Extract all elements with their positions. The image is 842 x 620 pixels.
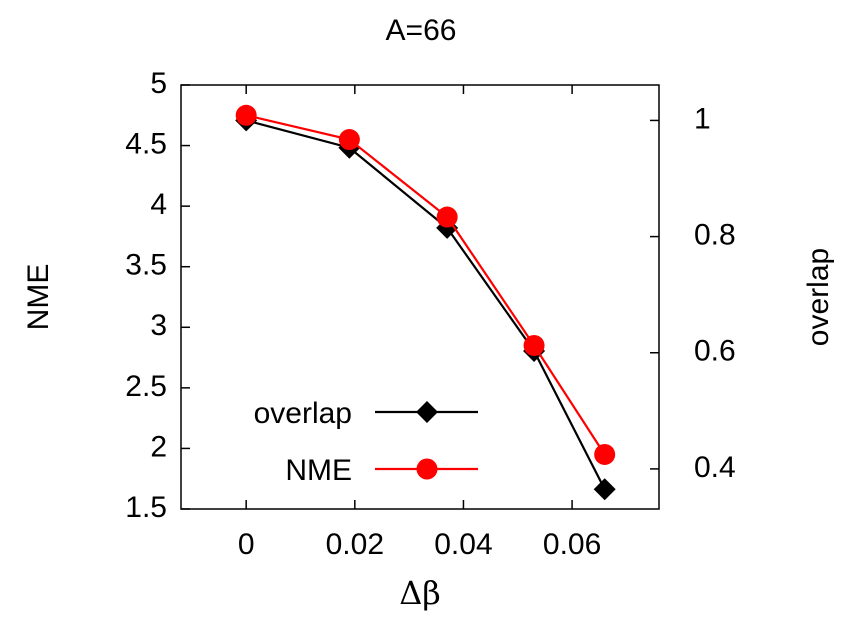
- y-axis: 1.5 2 2.5 3 3.5 4 4.5 5: [125, 67, 190, 524]
- y2-tick-label: 1: [694, 102, 711, 135]
- x-tick-label: 0.02: [326, 528, 384, 561]
- data-point-overlap: [593, 478, 616, 501]
- x-axis-title: Δβ: [399, 574, 441, 612]
- plot-frame: [180, 84, 660, 510]
- y-tick-label: 5: [150, 67, 167, 100]
- y-tick-label: 3: [150, 309, 167, 342]
- x-tick-label: 0.06: [543, 528, 601, 561]
- series-layer: [235, 104, 616, 501]
- y2-axis: 0.4 0.6 0.8 1: [650, 102, 736, 484]
- x-tick-label: 0.04: [434, 528, 492, 561]
- y2-tick-label: 0.4: [694, 451, 736, 484]
- y-tick-label: 2.5: [125, 370, 167, 403]
- y-tick-label: 2: [150, 430, 167, 463]
- legend-label-overlap: overlap: [254, 397, 352, 430]
- x-tick-label: 0: [238, 528, 255, 561]
- data-point-nme: [436, 206, 458, 228]
- legend-marker-nme: [416, 458, 438, 480]
- y-tick-label: 3.5: [125, 249, 167, 282]
- data-point-nme: [338, 129, 360, 151]
- y-tick-label: 1.5: [125, 491, 167, 524]
- y2-tick-label: 0.6: [694, 335, 736, 368]
- y2-tick-label: 0.8: [694, 219, 736, 252]
- chart-title: A=66: [386, 14, 457, 47]
- series-line-overlap: [245, 119, 606, 490]
- data-point-nme: [594, 443, 616, 465]
- x-axis: 0 0.02 0.04 0.06: [238, 85, 601, 561]
- y-axis-title: NME: [22, 264, 55, 331]
- y-tick-label: 4: [150, 188, 167, 221]
- y-tick-label: 4.5: [125, 127, 167, 160]
- y2-axis-title: overlap: [802, 248, 835, 346]
- legend: overlap NME: [254, 397, 478, 487]
- legend-label-nme: NME: [285, 454, 352, 487]
- data-point-nme: [235, 104, 257, 126]
- data-point-nme: [523, 334, 545, 356]
- legend-marker-overlap: [416, 401, 438, 423]
